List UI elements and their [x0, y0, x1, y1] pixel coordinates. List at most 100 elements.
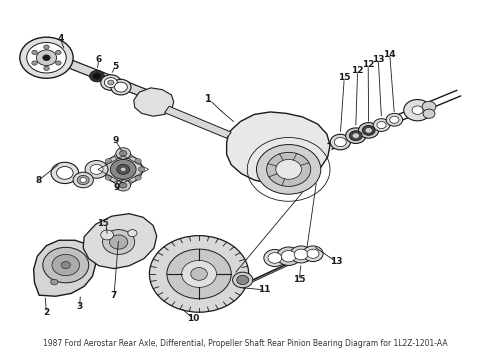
Text: 9: 9 [113, 183, 120, 192]
Circle shape [56, 167, 73, 179]
Circle shape [77, 175, 89, 185]
Circle shape [120, 183, 127, 188]
Circle shape [268, 253, 282, 263]
Circle shape [32, 61, 37, 65]
Circle shape [365, 127, 372, 133]
Circle shape [61, 261, 71, 269]
Circle shape [56, 50, 61, 54]
Circle shape [26, 42, 66, 73]
Circle shape [345, 128, 366, 144]
Circle shape [135, 158, 141, 163]
Circle shape [85, 161, 108, 178]
Polygon shape [226, 112, 330, 184]
Text: 9: 9 [112, 136, 119, 145]
Circle shape [191, 267, 207, 280]
Circle shape [51, 162, 78, 184]
Circle shape [362, 125, 375, 135]
Polygon shape [134, 88, 174, 116]
Circle shape [104, 77, 117, 87]
Circle shape [412, 106, 423, 114]
Text: 8: 8 [35, 176, 41, 185]
Circle shape [44, 45, 49, 49]
Text: 12: 12 [362, 60, 374, 69]
Circle shape [111, 79, 131, 95]
Circle shape [267, 152, 311, 186]
Circle shape [117, 165, 130, 174]
Circle shape [294, 249, 308, 260]
Text: 15: 15 [338, 73, 350, 82]
Circle shape [90, 165, 103, 174]
Text: 2: 2 [43, 309, 49, 318]
Circle shape [90, 71, 104, 82]
Circle shape [101, 230, 114, 240]
Polygon shape [52, 54, 165, 104]
Circle shape [43, 55, 50, 60]
Circle shape [149, 236, 249, 312]
Circle shape [390, 116, 399, 123]
Circle shape [386, 113, 403, 126]
Circle shape [334, 138, 346, 147]
Text: 12: 12 [351, 66, 364, 75]
Circle shape [138, 167, 145, 172]
Circle shape [115, 82, 127, 92]
Text: 1: 1 [205, 94, 212, 104]
Circle shape [307, 249, 319, 258]
Circle shape [167, 249, 231, 299]
Circle shape [101, 75, 121, 90]
Circle shape [125, 153, 132, 158]
Circle shape [56, 61, 61, 65]
Circle shape [73, 172, 93, 188]
Text: 5: 5 [112, 62, 119, 71]
Circle shape [50, 279, 58, 285]
Text: 10: 10 [187, 314, 200, 323]
Circle shape [349, 131, 362, 141]
Circle shape [352, 133, 360, 139]
Circle shape [281, 251, 296, 262]
Circle shape [93, 73, 101, 79]
Circle shape [110, 159, 136, 179]
Circle shape [233, 272, 253, 288]
Circle shape [105, 175, 112, 180]
Circle shape [108, 80, 114, 85]
Circle shape [377, 122, 386, 129]
Circle shape [423, 109, 435, 118]
Circle shape [303, 246, 323, 261]
Circle shape [276, 159, 301, 179]
Circle shape [404, 100, 431, 121]
Circle shape [120, 150, 127, 156]
Circle shape [330, 134, 350, 150]
Text: 15: 15 [97, 219, 108, 228]
Circle shape [135, 175, 141, 180]
Circle shape [116, 148, 130, 159]
Text: 15: 15 [293, 275, 305, 284]
Circle shape [359, 123, 379, 138]
Polygon shape [165, 106, 231, 138]
Circle shape [114, 153, 121, 158]
Text: 13: 13 [330, 257, 342, 266]
Circle shape [109, 235, 128, 249]
Circle shape [128, 230, 137, 237]
Circle shape [264, 249, 286, 266]
Text: 14: 14 [384, 50, 396, 59]
Text: 7: 7 [111, 291, 117, 300]
Circle shape [114, 180, 121, 185]
Text: 3: 3 [76, 302, 83, 311]
Text: 13: 13 [372, 55, 385, 64]
Circle shape [237, 275, 249, 284]
Circle shape [36, 50, 56, 66]
Circle shape [125, 180, 132, 185]
Circle shape [116, 180, 130, 191]
Text: 11: 11 [258, 285, 270, 294]
Circle shape [290, 246, 312, 263]
Circle shape [182, 260, 217, 287]
Circle shape [20, 37, 73, 78]
Circle shape [104, 154, 143, 184]
Circle shape [80, 177, 86, 183]
Circle shape [32, 50, 37, 54]
Circle shape [52, 255, 79, 276]
Text: 6: 6 [96, 55, 102, 64]
Circle shape [44, 66, 49, 71]
Circle shape [373, 119, 390, 131]
Text: 1987 Ford Aerostar Rear Axle, Differential, Propeller Shaft Rear Pinion Bearing : 1987 Ford Aerostar Rear Axle, Differenti… [43, 339, 447, 348]
Circle shape [277, 247, 300, 265]
